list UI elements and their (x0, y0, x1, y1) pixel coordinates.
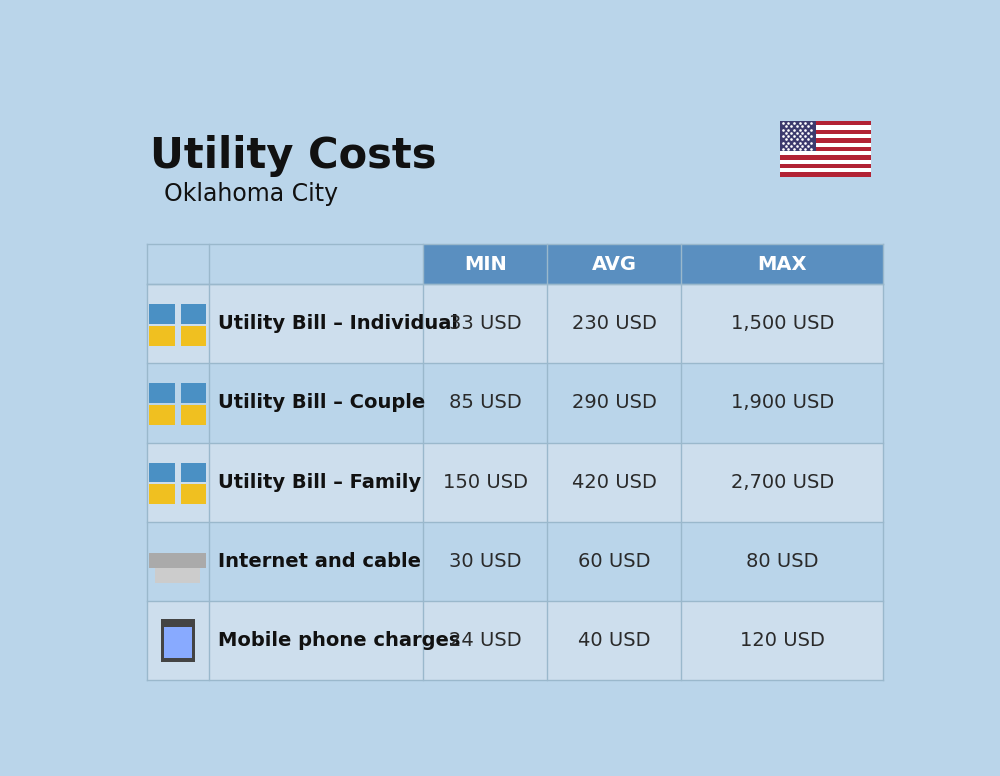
Bar (149, 484, 175, 504)
Bar (181, 383, 206, 403)
Text: 1,900 USD: 1,900 USD (731, 393, 834, 413)
Text: 120 USD: 120 USD (740, 631, 825, 650)
Text: 80 USD: 80 USD (746, 552, 818, 570)
Text: Utility Bill – Individual: Utility Bill – Individual (218, 314, 458, 334)
Bar (780, 143, 871, 147)
Bar (181, 405, 206, 424)
Text: 2,700 USD: 2,700 USD (731, 473, 834, 492)
Bar (780, 121, 871, 126)
Text: Mobile phone charges: Mobile phone charges (218, 631, 460, 650)
Text: 290 USD: 290 USD (572, 393, 657, 413)
Bar (147, 284, 883, 363)
Bar (149, 383, 175, 403)
Bar (423, 244, 547, 284)
Bar (147, 363, 883, 442)
Text: Utility Costs: Utility Costs (150, 135, 436, 177)
Bar (780, 155, 871, 160)
Bar (181, 304, 206, 324)
Bar (780, 168, 871, 172)
Bar (780, 130, 871, 134)
Bar (181, 484, 206, 504)
Text: MIN: MIN (464, 255, 507, 273)
Bar (147, 244, 423, 284)
Bar (147, 521, 883, 601)
Bar (780, 121, 816, 151)
Bar (780, 151, 871, 155)
Bar (181, 326, 206, 345)
Text: 33 USD: 33 USD (449, 314, 522, 334)
Bar (780, 126, 871, 130)
Bar (780, 160, 871, 164)
Text: Utility Bill – Family: Utility Bill – Family (218, 473, 421, 492)
Text: 30 USD: 30 USD (449, 552, 522, 570)
Text: 85 USD: 85 USD (449, 393, 522, 413)
Bar (780, 138, 871, 143)
Bar (149, 553, 206, 568)
Text: Internet and cable: Internet and cable (218, 552, 421, 570)
Text: Oklahoma City: Oklahoma City (164, 182, 338, 206)
Bar (780, 147, 871, 151)
Text: 60 USD: 60 USD (578, 552, 651, 570)
Text: 40 USD: 40 USD (578, 631, 651, 650)
Text: 150 USD: 150 USD (443, 473, 528, 492)
Bar (547, 244, 681, 284)
Text: AVG: AVG (592, 255, 637, 273)
Bar (149, 326, 175, 345)
Text: 420 USD: 420 USD (572, 473, 657, 492)
Bar (181, 462, 206, 482)
Text: 1,500 USD: 1,500 USD (731, 314, 834, 334)
Bar (147, 442, 883, 521)
Bar (155, 568, 200, 583)
Bar (149, 462, 175, 482)
Bar (681, 244, 883, 284)
Text: Utility Bill – Couple: Utility Bill – Couple (218, 393, 425, 413)
Bar (780, 134, 871, 138)
Text: 24 USD: 24 USD (449, 631, 522, 650)
Text: 230 USD: 230 USD (572, 314, 657, 334)
Bar (147, 601, 883, 680)
Bar (780, 172, 871, 177)
Text: MAX: MAX (757, 255, 807, 273)
Bar (149, 405, 175, 424)
Bar (149, 304, 175, 324)
Bar (164, 627, 192, 658)
Bar (161, 618, 195, 662)
Bar (780, 164, 871, 168)
